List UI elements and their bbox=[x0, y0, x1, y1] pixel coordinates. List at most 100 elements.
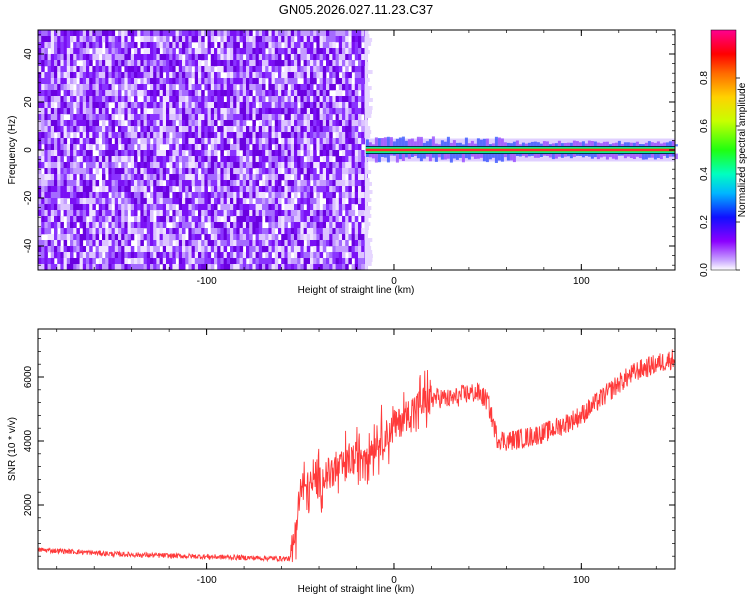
y-tick-label: 4000 bbox=[23, 429, 34, 452]
heatmap-cell bbox=[249, 114, 253, 121]
heatmap-cell bbox=[153, 102, 157, 109]
heatmap-cell bbox=[159, 60, 164, 67]
heatmap-cell bbox=[230, 234, 234, 241]
heatmap-cell bbox=[76, 102, 80, 109]
signal-speckle bbox=[404, 140, 408, 147]
heatmap-cell bbox=[76, 120, 80, 127]
heatmap-cell bbox=[313, 60, 317, 67]
heatmap-cell bbox=[50, 60, 55, 67]
heatmap-cell bbox=[335, 54, 340, 61]
heatmap-cell bbox=[150, 150, 154, 157]
signal-speckle bbox=[380, 153, 384, 157]
heatmap-cell bbox=[127, 102, 132, 109]
heatmap-cell bbox=[345, 156, 349, 163]
heatmap-cell bbox=[258, 60, 263, 67]
signal-speckle bbox=[506, 153, 510, 161]
signal-speckle bbox=[638, 144, 642, 147]
heatmap-cell bbox=[89, 138, 93, 145]
heatmap-cell bbox=[361, 78, 365, 85]
heatmap-cell bbox=[342, 54, 346, 61]
heatmap-cell bbox=[354, 216, 359, 223]
heatmap-cell bbox=[345, 258, 349, 265]
heatmap-cell bbox=[204, 168, 208, 175]
heatmap-cell bbox=[316, 60, 320, 67]
heatmap-cell bbox=[44, 258, 48, 265]
heatmap-cell bbox=[258, 222, 263, 229]
heatmap-cell bbox=[194, 192, 199, 199]
heatmap-cell bbox=[319, 186, 324, 193]
heatmap-cell bbox=[92, 90, 96, 97]
heatmap-cell bbox=[137, 60, 141, 67]
heatmap-cell bbox=[255, 36, 260, 43]
heatmap-cell bbox=[332, 102, 336, 109]
heatmap-cell bbox=[162, 126, 167, 133]
heatmap-cell bbox=[290, 222, 295, 229]
heatmap-cell bbox=[278, 228, 282, 235]
heatmap-cell bbox=[38, 54, 42, 61]
heatmap-cell bbox=[255, 228, 260, 235]
heatmap-cell bbox=[150, 156, 154, 163]
heatmap-cell bbox=[140, 120, 144, 127]
heatmap-cell bbox=[108, 162, 112, 169]
heatmap-cell bbox=[98, 66, 103, 73]
heatmap-cell bbox=[255, 192, 260, 199]
heatmap-cell bbox=[335, 186, 340, 193]
heatmap-cell bbox=[364, 126, 371, 130]
heatmap-cell bbox=[57, 102, 61, 109]
heatmap-cell bbox=[98, 156, 103, 163]
heatmap-cell bbox=[271, 54, 276, 61]
heatmap-cell bbox=[137, 168, 141, 175]
heatmap-cell bbox=[105, 78, 109, 85]
heatmap-cell bbox=[345, 192, 349, 199]
heatmap-cell bbox=[214, 174, 218, 181]
heatmap-cell bbox=[188, 234, 192, 241]
heatmap-cell bbox=[332, 108, 336, 115]
heatmap-cell bbox=[204, 72, 208, 79]
heatmap-cell bbox=[73, 234, 77, 241]
heatmap-cell bbox=[338, 186, 343, 193]
heatmap-cell bbox=[57, 204, 61, 211]
heatmap-cell bbox=[118, 234, 122, 241]
heatmap-cell bbox=[242, 258, 247, 265]
heatmap-cell bbox=[66, 84, 71, 91]
heatmap-cell bbox=[348, 174, 352, 181]
heatmap-cell bbox=[162, 150, 167, 157]
signal-speckle bbox=[407, 153, 411, 159]
heatmap-cell bbox=[162, 204, 167, 211]
heatmap-cell bbox=[351, 90, 356, 97]
heatmap-cell bbox=[124, 174, 128, 181]
heatmap-cell bbox=[345, 30, 349, 37]
heatmap-cell bbox=[178, 240, 183, 247]
heatmap-cell bbox=[239, 144, 244, 151]
heatmap-cell bbox=[278, 60, 282, 67]
heatmap-cell bbox=[60, 192, 64, 199]
heatmap-cell bbox=[316, 192, 320, 199]
heatmap-cell bbox=[38, 78, 42, 85]
heatmap-cell bbox=[175, 102, 180, 109]
heatmap-cell bbox=[303, 60, 308, 67]
heatmap-cell bbox=[47, 66, 52, 73]
heatmap-cell bbox=[303, 228, 308, 235]
heatmap-cell bbox=[252, 132, 256, 139]
signal-speckle bbox=[467, 153, 471, 160]
heatmap-cell bbox=[258, 30, 263, 37]
heatmap-cell bbox=[322, 204, 327, 211]
heatmap-cell bbox=[354, 138, 359, 145]
heatmap-cell bbox=[191, 60, 196, 67]
heatmap-cell bbox=[322, 126, 327, 133]
heatmap-cell bbox=[124, 60, 128, 67]
heatmap-cell bbox=[226, 114, 231, 121]
heatmap-cell bbox=[297, 186, 301, 193]
heatmap-cell bbox=[281, 252, 285, 259]
heatmap-cell bbox=[150, 114, 154, 121]
heatmap-cell bbox=[121, 204, 125, 211]
heatmap-cell bbox=[306, 180, 311, 187]
heatmap-cell bbox=[169, 228, 173, 235]
signal-speckle bbox=[512, 141, 516, 147]
heatmap-cell bbox=[201, 150, 205, 157]
heatmap-cell bbox=[329, 174, 333, 181]
heatmap-cell bbox=[89, 108, 93, 115]
heatmap-cell bbox=[194, 72, 199, 79]
heatmap-cell bbox=[47, 108, 52, 115]
